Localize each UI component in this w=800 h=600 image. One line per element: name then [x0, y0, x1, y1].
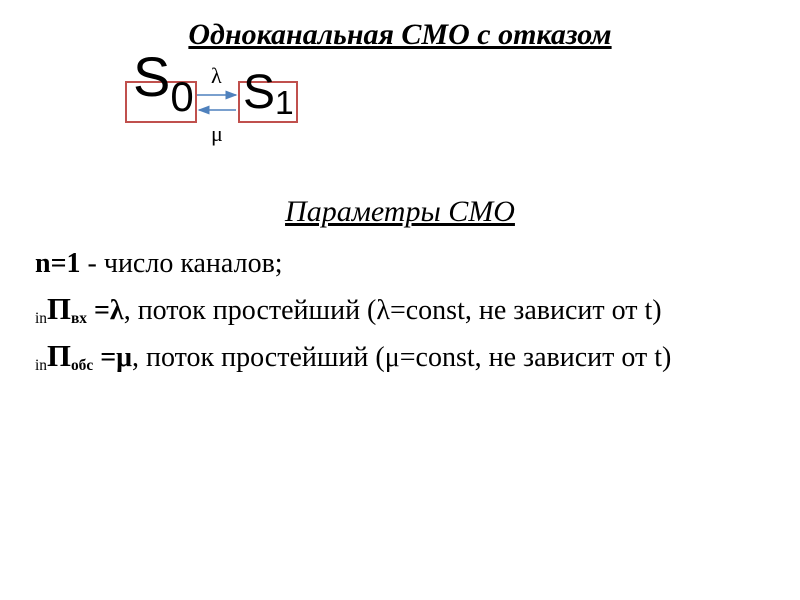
n-desc: число каналов; — [104, 248, 283, 279]
n-equals: n=1 — [35, 248, 81, 279]
dash-sep: - — [81, 248, 104, 279]
pi-symbol-1: П — [47, 292, 71, 326]
param-line-mu: inПобс =μ, поток простейший (μ=const, не… — [35, 336, 765, 378]
param-line-n: n=1 - число каналов; — [35, 245, 765, 283]
pi-sub-obs: обс — [71, 357, 93, 374]
mu-desc: , поток простейший (μ=const, не зависит … — [132, 342, 671, 373]
in-prefix-2: in — [35, 357, 47, 374]
slide: Одноканальная СМО с отказом S0 S1 λ μ Па — [0, 0, 800, 600]
param-line-lambda: inПвх =λ, поток простейший (λ=const, не … — [35, 289, 765, 331]
parameters-subtitle: Параметры СМО — [0, 195, 800, 229]
state-diagram: S0 S1 λ μ — [125, 55, 385, 165]
lambda-label: λ — [211, 63, 222, 89]
body-text: n=1 - число каналов; inПвх =λ, поток про… — [35, 245, 765, 384]
lambda-desc: , поток простейший (λ=const, не зависит … — [124, 295, 662, 326]
slide-title: Одноканальная СМО с отказом — [0, 18, 800, 52]
pi-symbol-2: П — [47, 339, 71, 373]
transition-arrows — [125, 55, 385, 165]
mu-label: μ — [211, 121, 223, 147]
eq-lambda: =λ — [87, 295, 124, 326]
pi-sub-vh: вх — [71, 310, 87, 327]
eq-mu: =μ — [93, 342, 132, 373]
in-prefix-1: in — [35, 310, 47, 327]
